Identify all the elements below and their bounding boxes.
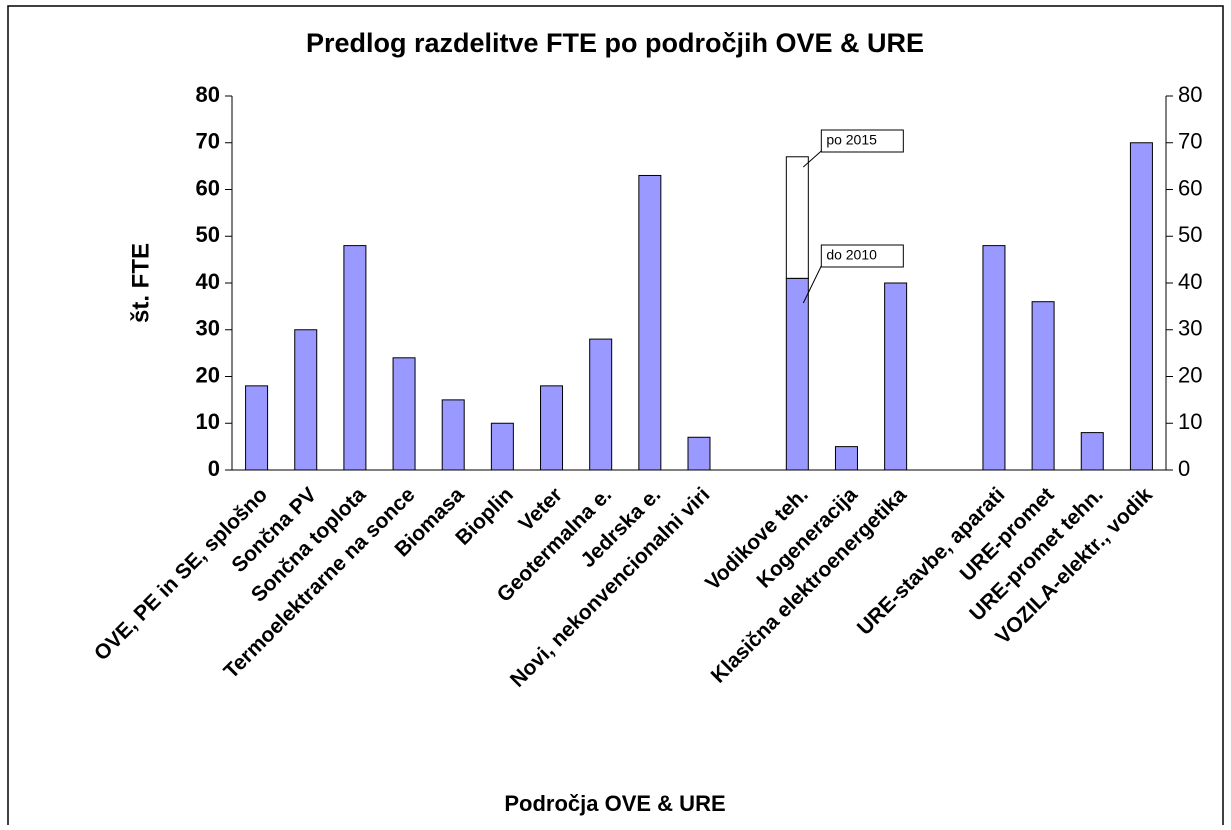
- y-tick-label: 10: [196, 409, 220, 434]
- y2-tick-label: 40: [1178, 269, 1202, 294]
- y2-tick-label: 60: [1178, 175, 1202, 200]
- bar: [1129, 142, 1153, 471]
- chart-title: Predlog razdelitve FTE po področjih OVE …: [306, 28, 924, 58]
- y-tick-label: 70: [196, 129, 220, 154]
- y2-tick-label: 0: [1178, 456, 1190, 481]
- series-label: po 2015: [826, 132, 877, 148]
- bar: [884, 282, 908, 471]
- bar: [589, 338, 613, 471]
- series-label: do 2010: [826, 247, 877, 263]
- y-tick-label: 60: [196, 175, 220, 200]
- y-tick-label: 80: [196, 82, 220, 107]
- y-tick-label: 40: [196, 269, 220, 294]
- chart-border: [7, 5, 1224, 830]
- y2-tick-label: 10: [1178, 409, 1202, 434]
- callout-box: [820, 244, 904, 268]
- y-tick-label: 20: [196, 362, 220, 387]
- bar: [982, 245, 1006, 471]
- bar: [490, 422, 514, 471]
- y-axis-label: št. FTE: [127, 243, 154, 323]
- bar: [785, 277, 809, 471]
- x-axis-label: Področja OVE & URE: [504, 791, 725, 816]
- bar: [343, 245, 367, 471]
- bar: [638, 174, 662, 471]
- bar: [540, 385, 564, 471]
- y2-tick-label: 70: [1178, 129, 1202, 154]
- bar: [1080, 432, 1104, 471]
- y2-tick-label: 20: [1178, 362, 1202, 387]
- bar: [785, 156, 809, 279]
- y2-tick-label: 30: [1178, 316, 1202, 341]
- bar: [1031, 301, 1055, 471]
- y-tick-label: 0: [208, 456, 220, 481]
- bar: [441, 399, 465, 471]
- bar: [392, 357, 416, 471]
- y-tick-label: 30: [196, 316, 220, 341]
- y2-tick-label: 80: [1178, 82, 1202, 107]
- bar: [294, 329, 318, 471]
- callout-line: [802, 150, 822, 168]
- bar: [245, 385, 269, 471]
- bar: [687, 436, 711, 471]
- callout-box: [820, 129, 904, 153]
- y2-tick-label: 50: [1178, 222, 1202, 247]
- y-tick-label: 50: [196, 222, 220, 247]
- callout-line: [802, 265, 822, 304]
- bar: [834, 446, 858, 471]
